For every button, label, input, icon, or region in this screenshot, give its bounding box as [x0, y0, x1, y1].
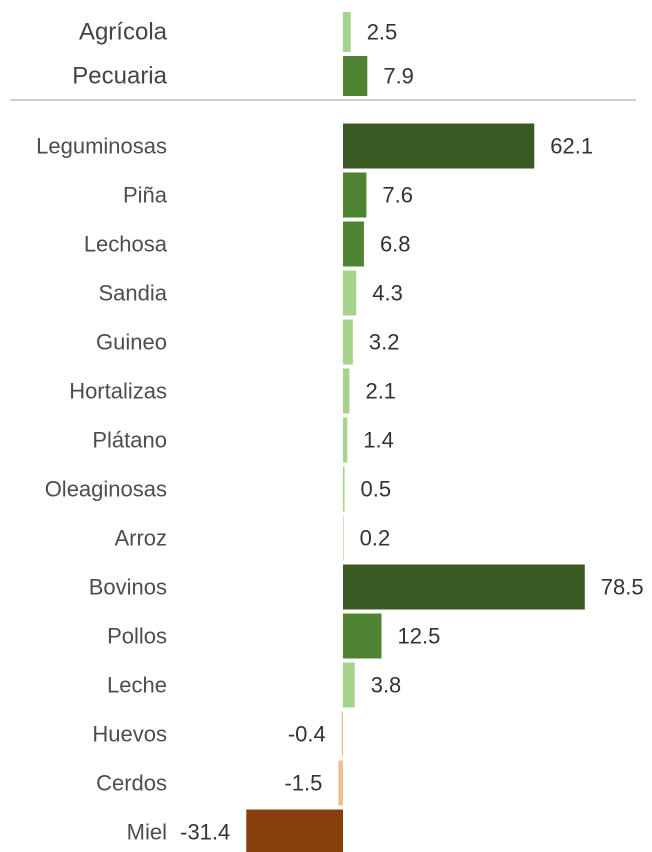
category-label: Cerdos [96, 771, 167, 796]
detail-row-lechosa: Lechosa 6.8 [84, 221, 411, 267]
detail-row-guineo: Guineo 3.2 [96, 319, 400, 365]
detail-row-arroz: Arroz 0.2 [114, 515, 391, 561]
value-label: 0.2 [360, 526, 391, 551]
summary-group: Agrícola 2.5 Pecuaria 7.9 [72, 12, 414, 96]
value-label: 62.1 [550, 134, 593, 159]
value-label: 7.6 [382, 183, 413, 208]
category-label: Hortalizas [69, 379, 167, 404]
detail-row-hortalizas: Hortalizas 2.1 [69, 368, 396, 414]
bar-leguminosas [343, 123, 535, 169]
value-label: 0.5 [361, 477, 392, 502]
category-label: Leguminosas [36, 134, 167, 159]
detail-row-miel: Miel -31.4 [127, 809, 343, 852]
bar-guineo [343, 319, 353, 365]
detail-group: Leguminosas 62.1 Piña 7.6 Lechosa 6.8 Sandia 4.… [36, 123, 644, 852]
bar-lechosa [343, 221, 364, 267]
value-label: 3.2 [369, 330, 400, 355]
detail-row-sandia: Sandia 4.3 [98, 270, 403, 316]
category-label: Oleaginosas [45, 477, 167, 502]
bar-bovinos [343, 564, 585, 610]
bar-sandia [343, 270, 357, 316]
detail-row-cerdos: Cerdos -1.5 [96, 760, 343, 806]
category-label: Bovinos [89, 575, 167, 600]
value-label: -1.5 [284, 771, 322, 796]
detail-row-leche: Leche 3.8 [107, 662, 402, 708]
detail-row-oleaginosas: Oleaginosas 0.5 [45, 466, 392, 512]
bar-arroz [343, 515, 344, 561]
category-label: Plátano [92, 428, 167, 453]
category-label: Sandia [98, 281, 167, 306]
category-label: Pollos [107, 624, 167, 649]
value-label: 7.9 [383, 64, 414, 89]
bar-platano [343, 417, 348, 463]
bar-miel [246, 809, 343, 852]
bar-pollos [343, 613, 382, 659]
detail-row-pollos: Pollos 12.5 [107, 613, 441, 659]
bar-cerdos [338, 760, 343, 806]
category-label: Leche [107, 673, 167, 698]
category-label: Arroz [114, 526, 167, 551]
category-label: Huevos [92, 722, 167, 747]
value-label: 3.8 [371, 673, 402, 698]
value-label: 6.8 [380, 232, 411, 257]
value-label: -31.4 [180, 820, 230, 845]
value-label: 12.5 [398, 624, 441, 649]
detail-row-platano: Plátano 1.4 [92, 417, 394, 463]
detail-row-bovinos: Bovinos 78.5 [89, 564, 644, 610]
value-label: -0.4 [288, 722, 326, 747]
bar-leche [343, 662, 355, 708]
bar-oleaginosas [343, 466, 345, 512]
value-label: 78.5 [601, 575, 644, 600]
detail-row-leguminosas: Leguminosas 62.1 [36, 123, 593, 169]
category-label: Lechosa [84, 232, 168, 257]
summary-row-pecuaria: Pecuaria 7.9 [72, 56, 414, 96]
summary-row-agricola: Agrícola 2.5 [79, 12, 397, 52]
category-label: Agrícola [79, 19, 168, 46]
bar-hortalizas [343, 368, 350, 414]
category-label: Piña [123, 183, 168, 208]
category-label: Guineo [96, 330, 167, 355]
bar-pecuaria [343, 56, 368, 96]
detail-row-huevos: Huevos -0.4 [92, 711, 343, 757]
detail-row-pina: Piña 7.6 [123, 172, 413, 218]
bar-agricola [343, 12, 351, 52]
category-label: Pecuaria [72, 63, 167, 90]
value-label: 2.1 [365, 379, 396, 404]
value-label: 2.5 [367, 20, 398, 45]
bar-huevos [341, 711, 343, 757]
bar-pina [343, 172, 367, 218]
value-label: 1.4 [363, 428, 394, 453]
category-label: Miel [127, 820, 167, 845]
value-label: 4.3 [372, 281, 403, 306]
